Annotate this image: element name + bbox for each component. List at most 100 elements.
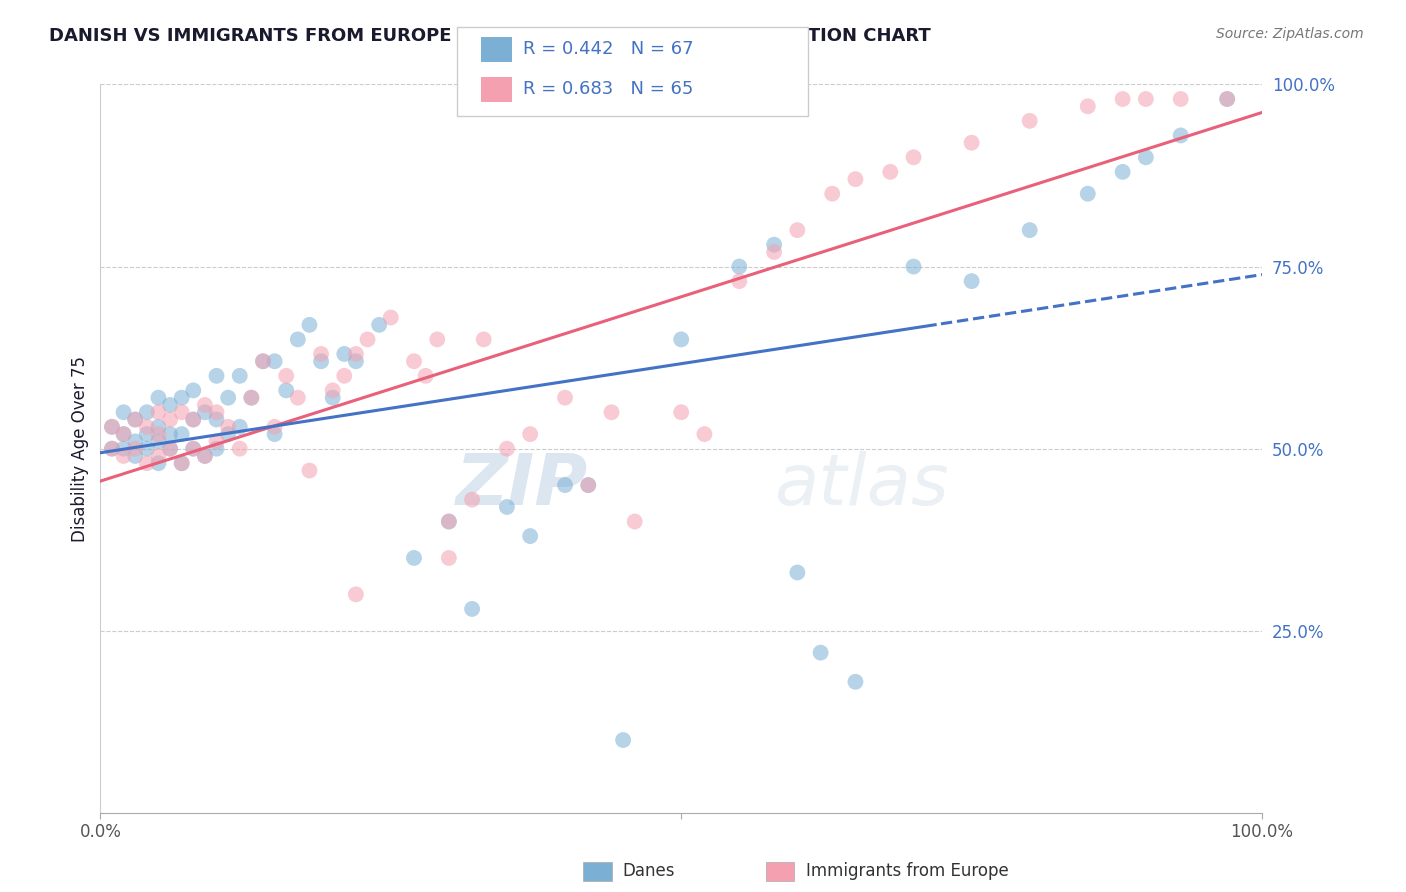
Point [669,405,692,419]
Point [461,602,484,616]
Point [960,136,983,150]
Point [148,449,170,463]
Text: Danes: Danes [623,863,675,880]
Point [148,419,170,434]
Point [112,449,135,463]
Point [229,442,252,456]
Point [124,442,146,456]
Point [960,274,983,288]
Point [903,260,925,274]
Point [1018,113,1040,128]
Point [101,419,124,434]
Point [496,442,519,456]
Point [309,354,332,368]
Point [1216,92,1239,106]
Point [519,427,541,442]
Point [322,384,344,398]
Point [402,550,425,565]
Point [205,368,228,383]
Point [181,442,204,456]
Point [298,318,321,332]
Point [135,405,157,419]
Point [437,515,460,529]
Point [669,332,692,346]
Text: ZIP: ZIP [456,450,588,520]
Point [181,412,204,426]
Point [101,419,124,434]
Point [252,354,274,368]
Point [170,405,193,419]
Point [101,442,124,456]
Point [217,427,239,442]
Point [148,434,170,449]
Point [1077,186,1099,201]
Point [472,332,495,346]
Point [1135,92,1157,106]
Point [728,274,751,288]
Point [205,434,228,449]
Point [576,478,599,492]
Text: Immigrants from Europe: Immigrants from Europe [806,863,1008,880]
Point [1170,92,1192,106]
Point [1135,150,1157,164]
Point [287,332,309,346]
Point [124,449,146,463]
Point [402,354,425,368]
Point [159,442,181,456]
Point [124,434,146,449]
Point [1170,128,1192,143]
Point [344,354,367,368]
Point [1018,223,1040,237]
Point [135,419,157,434]
Point [194,449,217,463]
Point [844,674,866,689]
Point [148,427,170,442]
Point [170,456,193,470]
Point [217,391,239,405]
Point [170,391,193,405]
Point [554,391,576,405]
Point [229,368,252,383]
Point [287,391,309,405]
Point [263,427,285,442]
Point [181,412,204,426]
Point [112,405,135,419]
Point [309,347,332,361]
Point [1216,92,1239,106]
Point [276,384,298,398]
Point [693,427,716,442]
Point [148,405,170,419]
Text: R = 0.683   N = 65: R = 0.683 N = 65 [523,80,693,98]
Text: atlas: atlas [775,450,949,520]
Point [554,478,576,492]
Point [148,456,170,470]
Text: R = 0.442   N = 67: R = 0.442 N = 67 [523,40,693,58]
Point [728,260,751,274]
Point [135,456,157,470]
Point [426,332,449,346]
Point [205,442,228,456]
Point [612,733,634,747]
Point [276,368,298,383]
Point [298,463,321,477]
Point [623,515,645,529]
Point [135,442,157,456]
Point [205,405,228,419]
Point [159,427,181,442]
Point [170,427,193,442]
Point [576,478,599,492]
Point [380,310,402,325]
Point [1077,99,1099,113]
Point [368,318,391,332]
Point [333,368,356,383]
Point [763,237,786,252]
Point [344,347,367,361]
Point [437,515,460,529]
Point [170,456,193,470]
Point [124,412,146,426]
Point [263,419,285,434]
Point [194,398,217,412]
Point [159,398,181,412]
Point [437,550,460,565]
Point [181,442,204,456]
